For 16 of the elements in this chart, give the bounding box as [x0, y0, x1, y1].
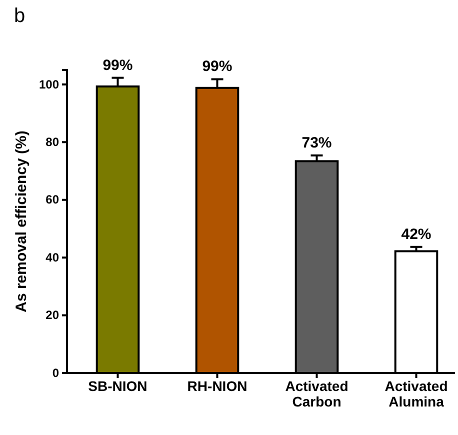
y-axis-title: As removal efficiency (%) — [13, 130, 30, 312]
data-label: 99% — [102, 56, 133, 74]
y-tick-label: 20 — [46, 308, 60, 322]
data-label: 42% — [401, 226, 432, 243]
y-tick-label: 100 — [38, 77, 60, 92]
x-tick-label: RH-NION — [187, 378, 248, 394]
y-tick-label: 0 — [52, 366, 60, 380]
x-tick-label: Activated Carbon — [285, 378, 348, 410]
chart-title: b — [14, 5, 26, 27]
y-tick-label: 80 — [46, 134, 60, 149]
y-tick-label: 40 — [46, 250, 60, 264]
x-tick-label: Activated Alumina — [384, 378, 448, 410]
data-label: 99% — [202, 58, 232, 76]
y-tick-label: 60 — [46, 192, 60, 207]
data-label: 73% — [302, 134, 332, 152]
x-tick-label: SB-NION — [88, 378, 148, 394]
